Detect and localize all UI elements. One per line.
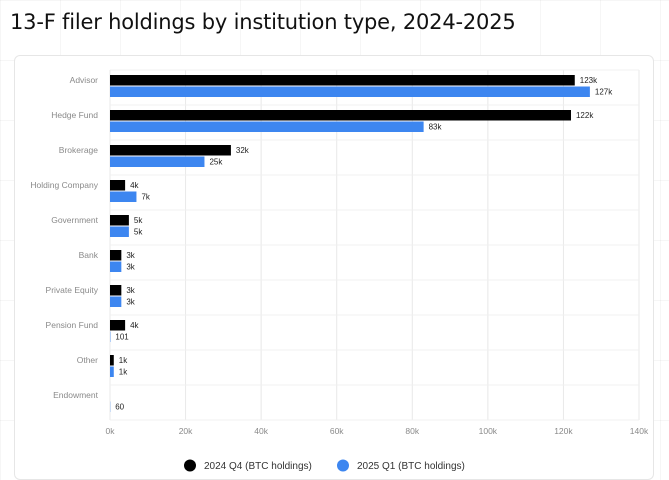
- bar: [110, 110, 571, 121]
- category-label: Endowment: [53, 390, 99, 400]
- data-label: 83k: [429, 123, 443, 132]
- bar: [110, 355, 114, 366]
- bar: [110, 296, 122, 307]
- bar: [110, 180, 126, 191]
- bar: [110, 320, 126, 331]
- bar: [110, 121, 424, 132]
- legend-marker: [337, 459, 349, 472]
- bar: [110, 250, 122, 261]
- bar: [110, 75, 575, 86]
- x-tick-label: 140k: [630, 426, 649, 436]
- data-label: 1k: [119, 356, 128, 365]
- x-tick-label: 60k: [330, 426, 344, 436]
- data-label: 25k: [209, 158, 223, 167]
- chart-card: 0k 20k 40k 60k 80k 100k 120k 140k Advisor 123k 127…: [14, 55, 654, 480]
- category-label: Government: [51, 215, 98, 225]
- category-label: Advisor: [70, 75, 99, 85]
- bar: [110, 261, 122, 272]
- chart-title: 13-F filer holdings by institution type,…: [10, 10, 516, 34]
- data-label: 4k: [130, 321, 139, 330]
- data-label: 60: [115, 403, 124, 412]
- bar: [110, 226, 129, 237]
- data-label: 123k: [580, 76, 598, 85]
- bar: [110, 191, 137, 202]
- x-tick-label: 40k: [254, 426, 268, 436]
- data-label: 3k: [126, 263, 135, 272]
- data-label: 32k: [236, 146, 250, 155]
- x-tick-label: 80k: [405, 426, 419, 436]
- data-label: 4k: [130, 181, 139, 190]
- legend-label: 2024 Q4 (BTC holdings): [204, 461, 312, 472]
- bar: [110, 215, 129, 226]
- bar-chart: 0k 20k 40k 60k 80k 100k 120k 140k Advisor 123k 127…: [30, 69, 649, 472]
- bar: [110, 145, 231, 156]
- data-label: 7k: [141, 193, 150, 202]
- category-label: Other: [77, 355, 98, 365]
- data-label: 1k: [119, 368, 128, 377]
- bar: [110, 285, 122, 296]
- bar: [110, 366, 114, 377]
- x-tick-label: 0k: [106, 426, 116, 436]
- category-label: Hedge Fund: [51, 110, 98, 120]
- data-label: 5k: [134, 216, 143, 225]
- category-label: Pension Fund: [46, 320, 99, 330]
- data-label: 101: [115, 333, 129, 342]
- legend-label: 2025 Q1 (BTC holdings): [357, 461, 465, 472]
- data-label: 3k: [126, 251, 135, 260]
- category-label: Bank: [79, 250, 99, 260]
- data-label: 122k: [576, 111, 594, 120]
- x-tick-label: 20k: [179, 426, 193, 436]
- data-label: 127k: [595, 88, 613, 97]
- bar: [110, 86, 590, 97]
- x-tick-label: 100k: [479, 426, 498, 436]
- data-label: 3k: [126, 298, 135, 307]
- data-label: 3k: [126, 286, 135, 295]
- category-label: Private Equity: [46, 285, 99, 295]
- legend-marker: [184, 459, 196, 472]
- x-tick-label: 120k: [554, 426, 573, 436]
- bar: [110, 156, 205, 167]
- data-label: 5k: [134, 228, 143, 237]
- category-label: Holding Company: [30, 180, 98, 190]
- category-label: Brokerage: [59, 145, 98, 155]
